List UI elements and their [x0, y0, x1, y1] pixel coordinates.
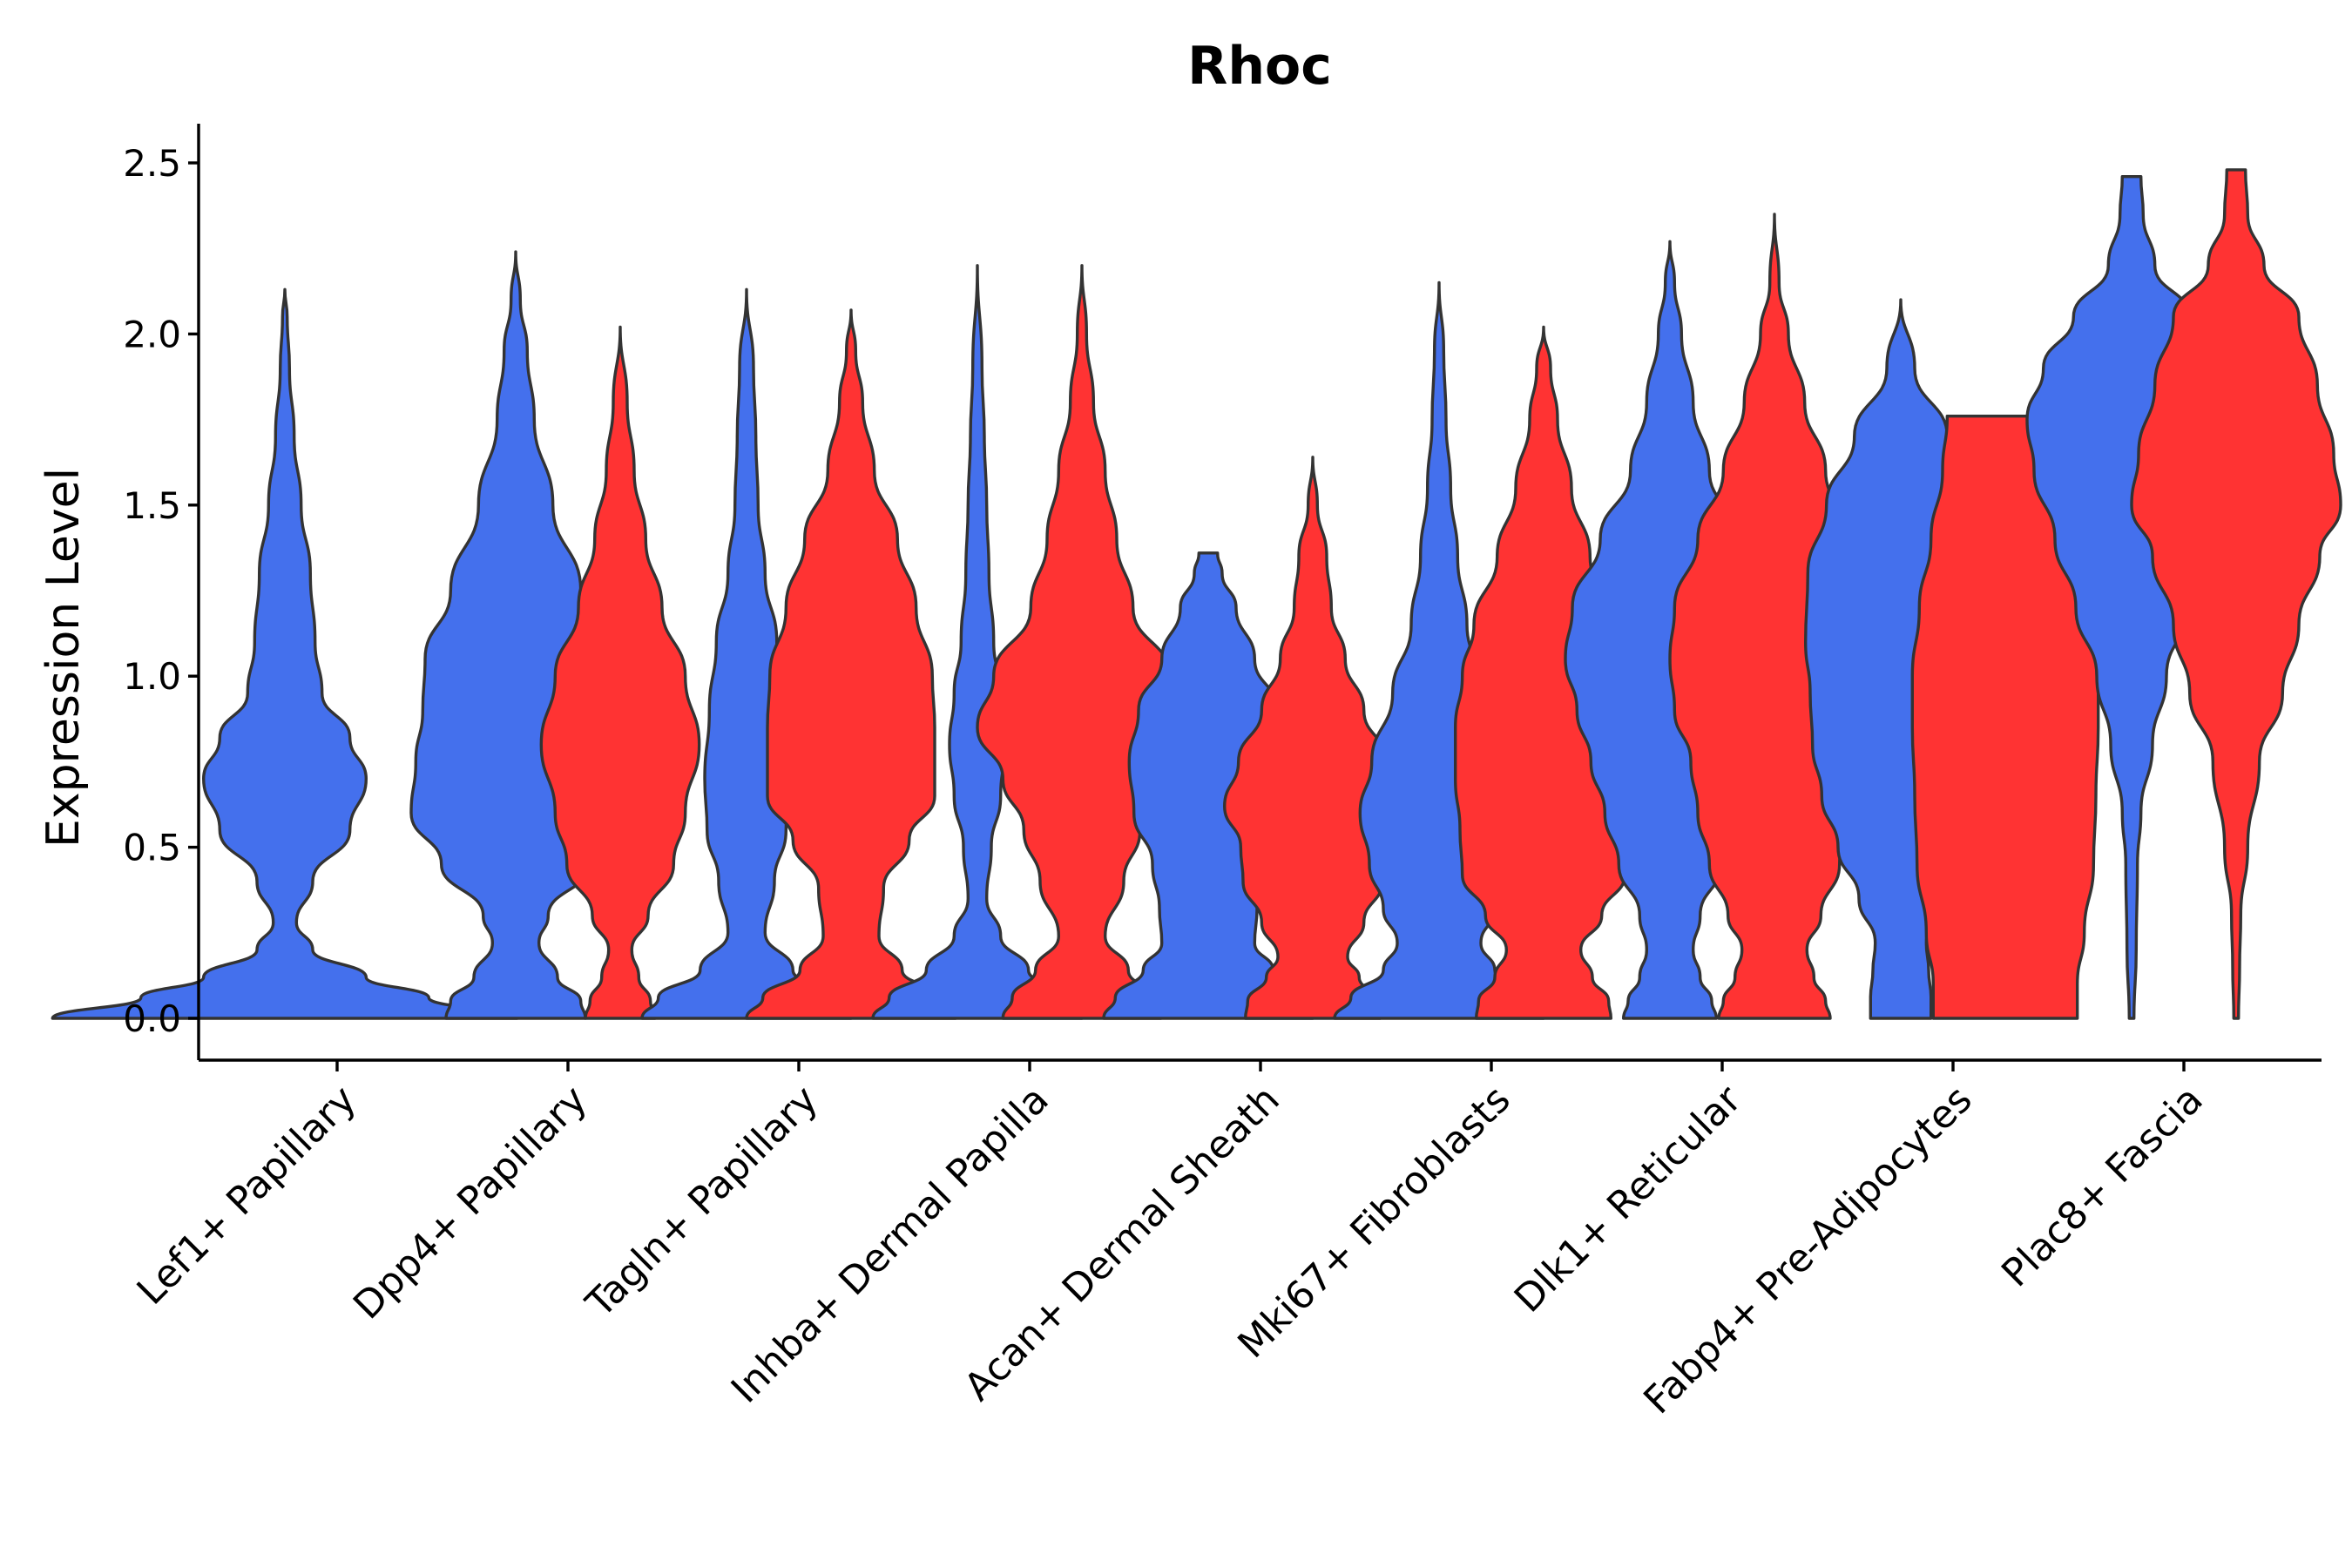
violin-group-2	[2130, 168, 2342, 1020]
y-tick-label: 2.5	[123, 142, 181, 185]
x-tick-label: Dpp4+ Papillary	[345, 1078, 596, 1328]
violin-group-2	[745, 308, 957, 1020]
y-tick-label: 2.0	[123, 313, 181, 355]
x-tick-label: Lef1+ Papillary	[129, 1078, 365, 1314]
violin-group	[51, 168, 2342, 1020]
x-tick-label: Tagln+ Papillary	[578, 1078, 827, 1327]
y-axis-ticks: 0.0 0.5 1.0 1.5 2.0 2.5	[123, 142, 199, 1040]
violin-group-1	[871, 264, 1084, 1020]
violin-group-1	[640, 287, 853, 1020]
y-tick-label: 1.5	[123, 484, 181, 527]
x-tick-label: Dlk1+ Reticular	[1506, 1077, 1751, 1321]
violin-group-1	[51, 287, 519, 1020]
y-tick-label: 1.0	[123, 655, 181, 698]
y-axis-label: Expression Level	[37, 468, 90, 848]
y-tick-label: 0.0	[123, 997, 181, 1040]
violin-group-2	[976, 264, 1188, 1020]
violin-group-2	[539, 325, 701, 1020]
x-tick-label: Plac8+ Fascia	[1993, 1078, 2212, 1296]
chart-title: Rhoc	[1187, 36, 1332, 97]
y-tick-label: 0.5	[123, 827, 181, 869]
